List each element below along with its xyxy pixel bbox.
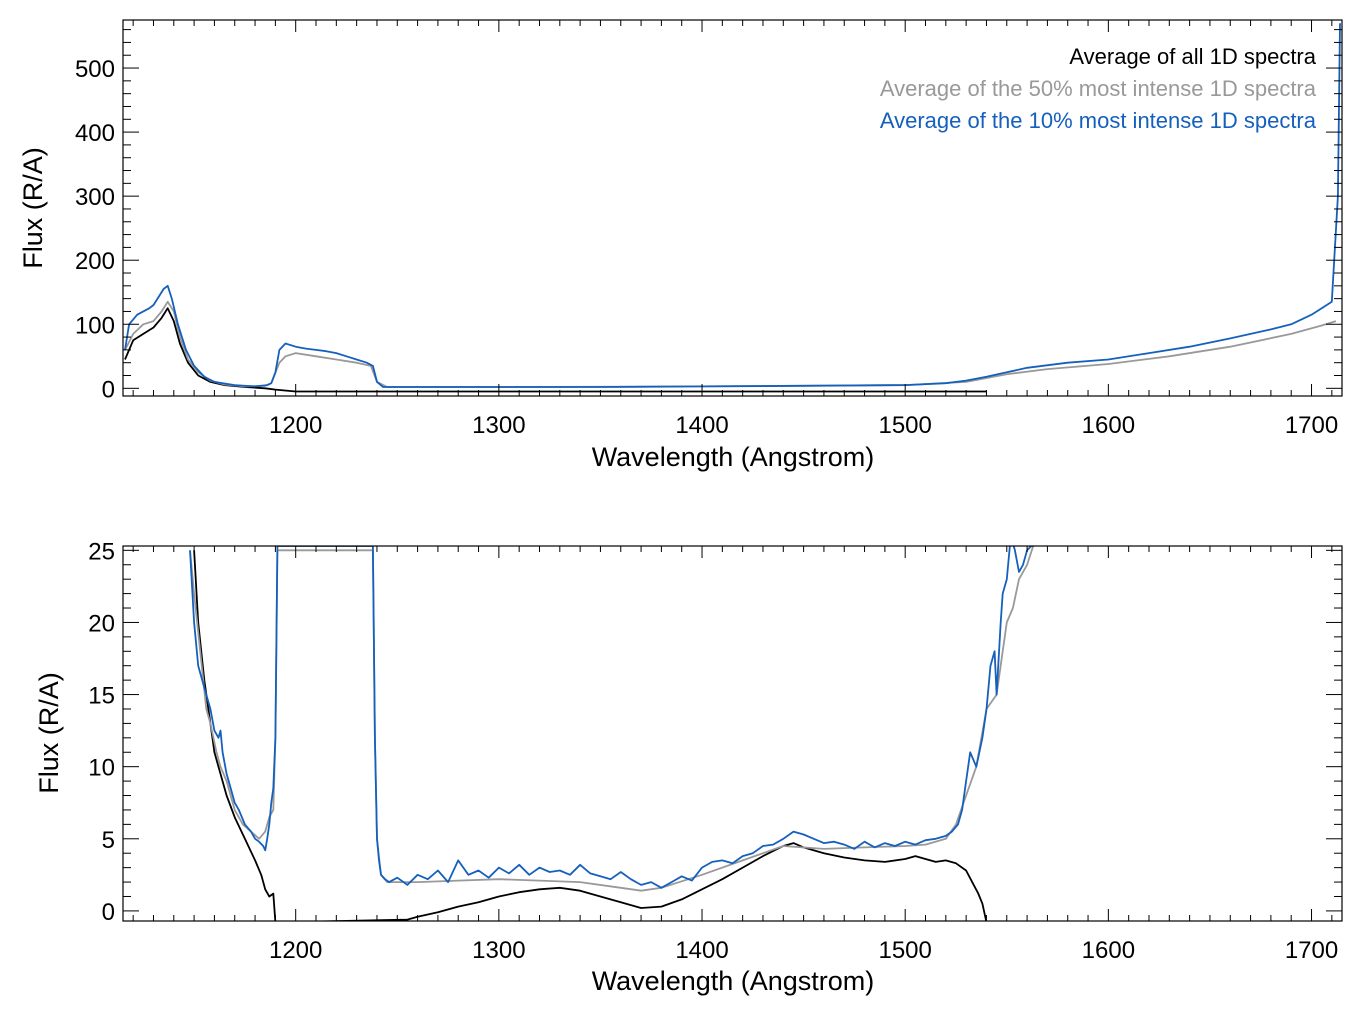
bottom-x-tick-label: 1200: [269, 937, 322, 964]
bottom-x-tick-label: 1700: [1285, 937, 1338, 964]
top-series-all: [124, 307, 987, 393]
top-y-tick-label: 500: [75, 56, 115, 83]
top-x-tick-label: 1500: [878, 412, 931, 439]
top-y-tick-label: 300: [75, 184, 115, 211]
legend-item-all: Average of all 1D spectra: [1069, 44, 1316, 69]
bottom-series-p50: [189, 546, 1035, 892]
bottom-xlabel: Wavelength (Angstrom): [592, 966, 875, 996]
bottom-y-tick-label: 0: [102, 899, 115, 926]
top-chart: 1200 1300 1400 1500 1600 1700 0 100 200 300 400 500…: [18, 19, 1343, 472]
top-series-p10: [124, 23, 1341, 388]
bottom-ylabel: Flux (R/A): [34, 672, 64, 794]
bottom-plot-frame: [122, 545, 1343, 922]
top-y-tick-label: 400: [75, 120, 115, 147]
legend-item-p50: Average of the 50% most intense 1D spect…: [880, 76, 1317, 101]
legend-item-p10: Average of the 10% most intense 1D spect…: [880, 108, 1317, 133]
bottom-x-tick-label: 1300: [472, 937, 525, 964]
legend: Average of all 1D spectra Average of the…: [880, 44, 1317, 133]
bottom-y-tick-label: 15: [88, 683, 115, 710]
bottom-chart: 1200 1300 1400 1500 1600 1700 0 5 10 15 20 25 Wavel…: [34, 538, 1343, 996]
top-plot-frame: [122, 19, 1343, 397]
top-x-tick-label: 1600: [1082, 412, 1135, 439]
top-x-tick-label: 1700: [1285, 412, 1338, 439]
bottom-y-tick-label: 5: [102, 827, 115, 854]
top-xlabel: Wavelength (Angstrom): [592, 442, 875, 472]
bottom-x-tick-label: 1500: [878, 937, 931, 964]
top-x-tick-label: 1200: [269, 412, 322, 439]
bottom-x-tick-label: 1600: [1082, 937, 1135, 964]
top-y-tick-label: 100: [75, 312, 115, 339]
bottom-series-p10: [189, 546, 1034, 889]
bottom-y-tick-label: 20: [88, 610, 115, 637]
bottom-x-tick-label: 1400: [675, 937, 728, 964]
top-series-p50: [124, 300, 1337, 388]
top-y-tick-label: 0: [102, 376, 115, 403]
top-ylabel: Flux (R/A): [18, 147, 48, 269]
bottom-y-tick-label: 10: [88, 755, 115, 782]
top-x-tick-label: 1300: [472, 412, 525, 439]
top-x-tick-label: 1400: [675, 412, 728, 439]
top-y-tick-label: 200: [75, 248, 115, 275]
bottom-series-all: [193, 550, 988, 921]
bottom-y-tick-label: 25: [88, 538, 115, 565]
